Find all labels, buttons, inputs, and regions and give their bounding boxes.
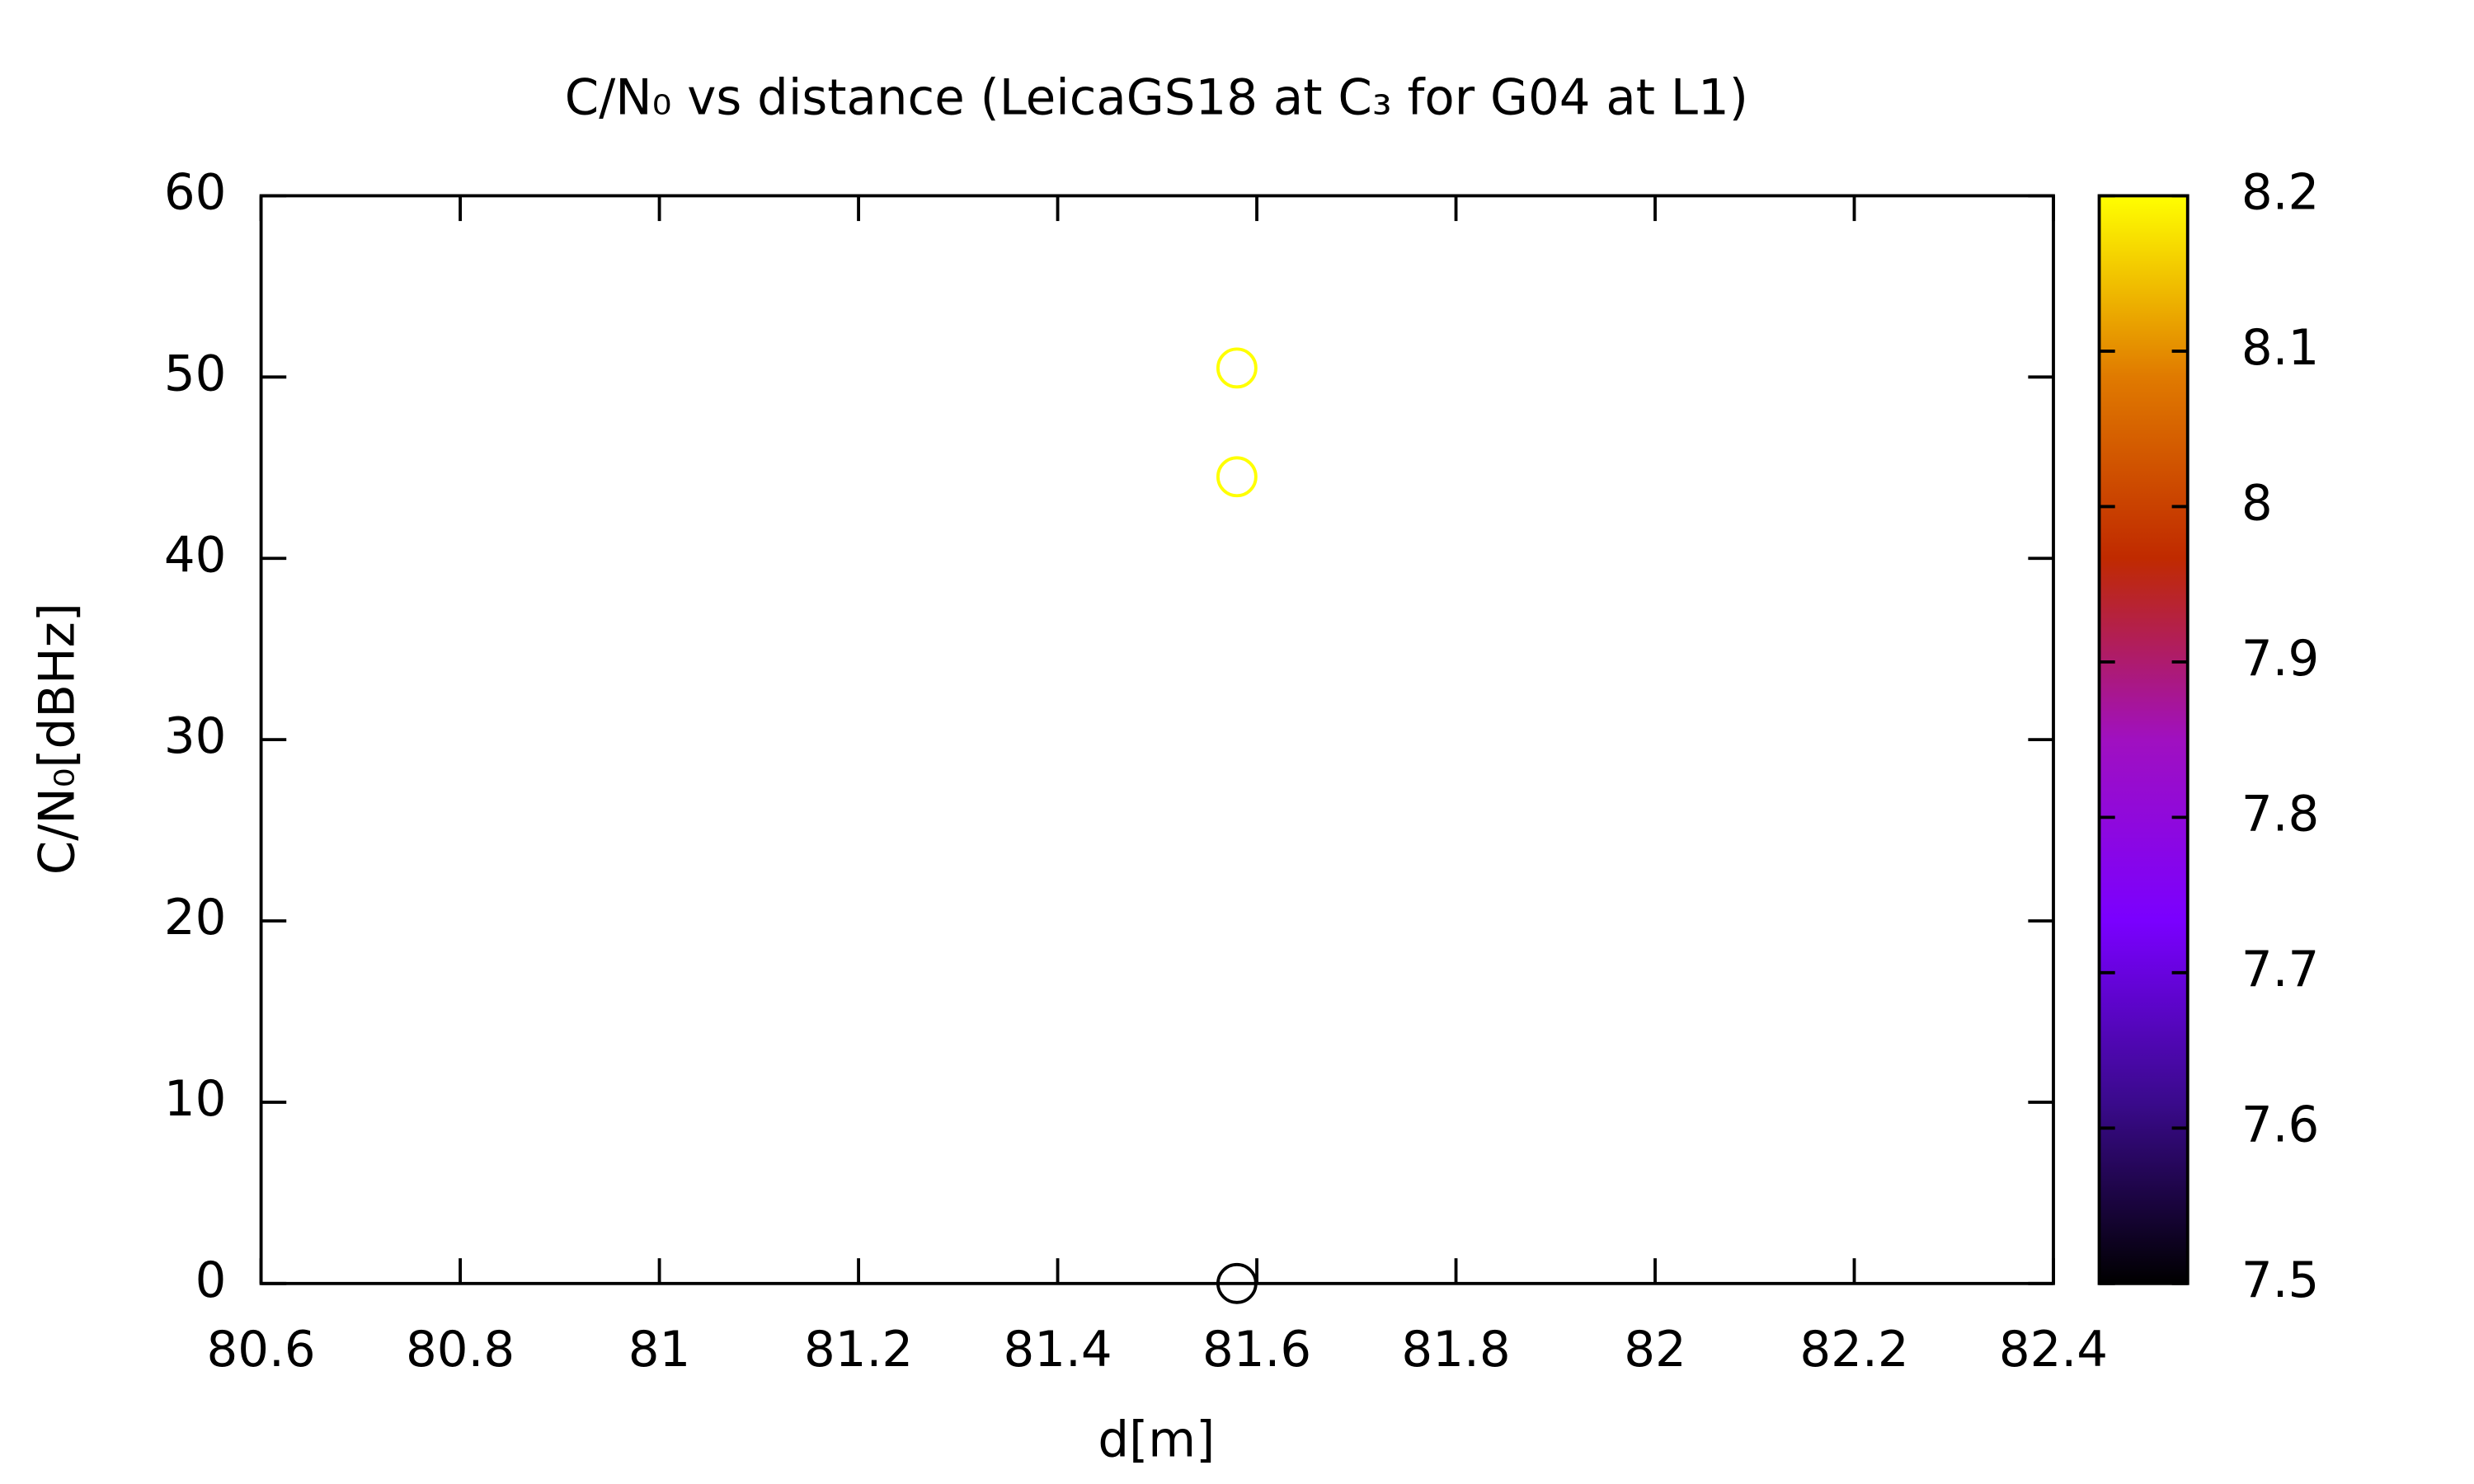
x-tick-label: 81.6: [1202, 1321, 1311, 1378]
x-tick-label: 80.6: [207, 1321, 316, 1378]
colorbar-tick-label: 7.9: [2241, 630, 2319, 687]
colorbar-tick-label: 7.8: [2241, 785, 2319, 842]
y-axis-label: C/N₀[dBHz]: [29, 603, 86, 875]
colorbar-tick-label: 8.2: [2241, 164, 2319, 221]
x-tick-label: 81.2: [804, 1321, 913, 1378]
colorbar-tick-label: 7.5: [2241, 1252, 2319, 1308]
y-tick-label: 40: [164, 526, 227, 583]
y-tick-label: 0: [195, 1252, 227, 1308]
x-tick-label: 82: [1624, 1321, 1686, 1378]
data-point: [1216, 347, 1258, 389]
y-tick-label: 50: [164, 345, 227, 402]
x-tick-label: 81.4: [1003, 1321, 1112, 1378]
y-tick-label: 60: [164, 164, 227, 221]
colorbar-tick-label: 7.7: [2241, 941, 2319, 998]
x-tick-label: 81: [628, 1321, 691, 1378]
chart-title: C/N₀ vs distance (LeicaGS18 at C₃ for G0…: [565, 69, 1748, 126]
y-tick-label: 20: [164, 889, 227, 946]
x-tick-label: 80.8: [406, 1321, 515, 1378]
plot-frame: [259, 194, 2055, 1285]
colorbar-tick-label: 7.6: [2241, 1096, 2319, 1153]
x-tick-label: 82.2: [1799, 1321, 1908, 1378]
y-tick-label: 30: [164, 707, 227, 764]
data-point: [1216, 1262, 1258, 1304]
y-tick-label: 10: [164, 1070, 227, 1127]
x-tick-label: 82.4: [1999, 1321, 2108, 1378]
data-point: [1216, 456, 1258, 498]
colorbar-tick-label: 8: [2241, 475, 2273, 532]
colorbar: [2097, 194, 2189, 1285]
x-tick-label: 81.8: [1401, 1321, 1510, 1378]
x-axis-label: d[m]: [1098, 1411, 1215, 1468]
colorbar-tick-label: 8.1: [2241, 319, 2319, 376]
